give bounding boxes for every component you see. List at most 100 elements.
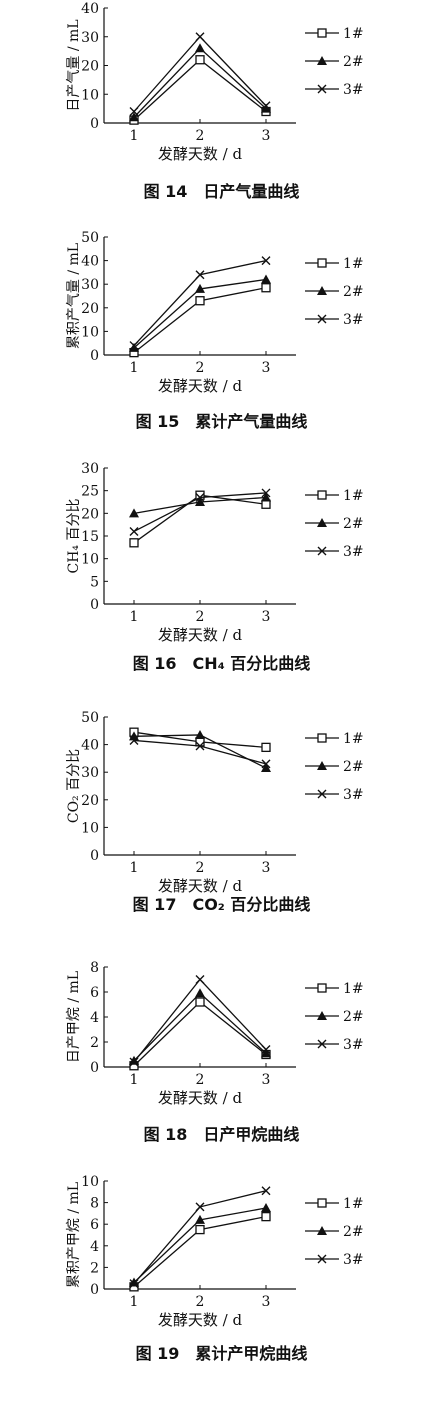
y-axis-label: CH₄ 百分比 [66,499,82,574]
data-point [195,55,205,65]
y-tick-label: 10 [81,552,99,568]
data-point [261,101,271,111]
legend-marker [317,490,327,500]
x-tick-label: 2 [196,1294,205,1310]
data-point [261,1211,271,1222]
legend-label: 3# [343,82,364,98]
legend-marker [317,733,327,743]
y-tick-label: 10 [81,1174,99,1190]
figure-caption: 图 15 累计产气量曲线 [135,412,308,431]
y-tick-label: 20 [81,506,99,522]
data-point [195,43,205,53]
data-point [195,997,205,1007]
data-point [195,283,205,293]
data-point [261,488,271,498]
legend-label: 3# [343,1252,364,1268]
y-tick-label: 6 [90,985,99,1001]
data-point [195,1202,205,1212]
x-axis-label: 发酵天数 / d [158,1089,243,1107]
legend-label: 3# [343,787,364,803]
y-axis-label: 日产甲烷 / mL [66,971,82,1063]
legend-label: 3# [343,1037,364,1053]
data-point [129,508,139,518]
figure-caption: 图 17 CO₂ 百分比曲线 [132,895,311,914]
data-point [129,1055,139,1065]
legend-label: 3# [343,544,364,560]
y-axis-label: 累积产气量 / mL [66,243,82,349]
legend: 1# 2# 3# [305,731,364,803]
figure-14: 0 10 20 30 40 1 2 3 发酵天数 / d 日产气量 / mL 1# 2# 3# 图 14 … [0,0,443,226]
data-point [129,341,139,351]
x-axis-label: 发酵天数 / d [158,1311,243,1329]
data-point [195,988,205,998]
series-2 [129,492,271,518]
y-tick-label: 20 [81,59,99,75]
data-point [195,741,205,751]
series-1 [129,283,271,358]
figure-caption: 图 14 日产气量曲线 [143,182,300,201]
figure-15: 0 10 20 30 40 50 1 2 3 发酵天数 / d 累积产气量 / mL 1# 2# 3# 图 … [0,230,443,456]
data-point [261,274,271,284]
data-point [261,103,271,113]
legend-marker [317,1226,327,1235]
x-tick-label: 1 [130,609,139,625]
data-point [261,492,271,502]
series-2 [129,988,271,1065]
y-tick-label: 30 [81,277,99,293]
legend-label: 2# [343,516,364,532]
line-chart: 0 10 20 30 40 50 1 2 3 发酵天数 / d 累积产气量 / mL 1# 2# 3# [66,230,364,395]
data-point [261,1048,271,1058]
y-tick-label: 4 [90,1239,99,1255]
y-tick-label: 2 [90,1035,99,1051]
legend: 1# 2# 3# [305,256,364,328]
y-tick-label: 30 [81,30,99,46]
x-tick-label: 3 [262,1294,271,1310]
y-tick-label: 4 [90,1010,99,1026]
data-point [195,497,205,506]
legend-marker [317,28,327,38]
x-tick-label: 2 [196,609,205,625]
y-tick-label: 10 [81,87,99,103]
data-point [261,759,271,769]
data-point [261,763,271,773]
data-point [129,538,139,548]
x-tick-label: 3 [262,360,271,376]
x-axis-label: 发酵天数 / d [158,377,243,395]
legend-label: 1# [343,1196,364,1212]
series-3 [129,1186,271,1289]
legend-label: 3# [343,312,364,328]
legend-label: 1# [343,488,364,504]
legend: 1# 2# 3# [305,26,364,98]
data-point [195,737,205,747]
x-tick-label: 2 [196,860,205,876]
y-tick-label: 0 [90,1282,99,1298]
y-tick-label: 30 [81,765,99,781]
data-point [261,742,271,753]
series-3 [129,256,271,351]
series-3 [129,488,271,536]
x-tick-label: 1 [130,860,139,876]
x-axis-label: 发酵天数 / d [158,145,243,163]
legend-marker [317,983,327,993]
data-point [129,112,139,122]
y-tick-label: 40 [81,1,99,17]
figure-caption: 图 19 累计产甲烷曲线 [135,1344,308,1363]
legend-marker [317,761,327,770]
data-point [195,32,205,42]
data-point [195,296,205,306]
y-tick-label: 8 [90,960,99,976]
line-chart: 0 10 20 30 40 50 1 2 3 发酵天数 / d CO₂ 百分比 1# 2# 3# [66,710,364,895]
data-point [195,270,205,280]
y-tick-label: 10 [81,820,99,836]
data-point [195,1224,205,1235]
legend-marker [317,314,327,324]
y-tick-label: 20 [81,793,99,809]
line-chart: 0 5 10 15 20 25 30 1 2 3 发酵天数 / d CH₄ 百分比 1# 2# 3# [66,461,364,644]
series-3 [129,32,271,116]
figure-19: 0 2 4 6 8 10 1 2 3 发酵天数 / d 累积产甲烷 / mL 1# 2# 3# 图 19 累… [0,1170,443,1396]
legend-marker [317,546,327,556]
legend-marker [317,1039,327,1049]
series-2 [129,274,271,352]
